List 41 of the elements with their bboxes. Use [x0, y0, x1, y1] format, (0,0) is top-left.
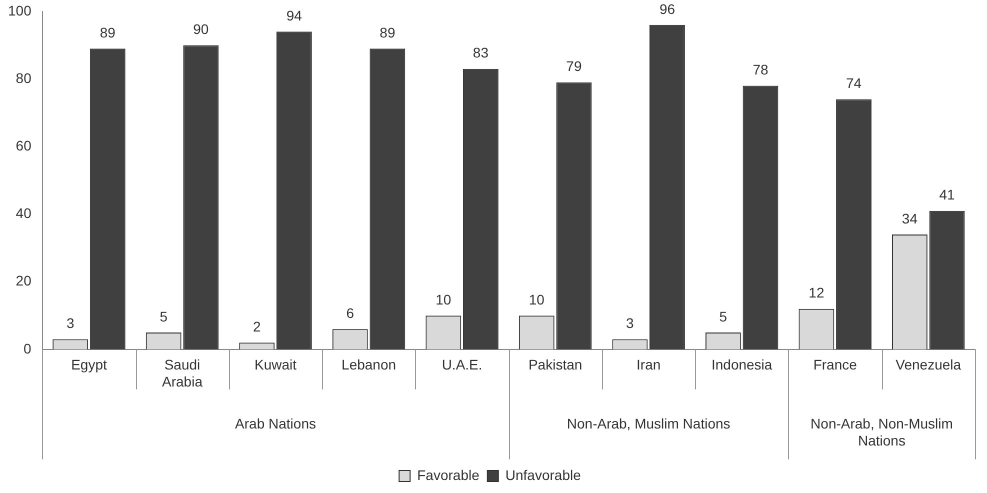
- text: Arab Nations: [235, 415, 316, 432]
- x-tick-label: Egypt: [71, 356, 107, 373]
- data-label: 5: [160, 308, 168, 324]
- data-label: 94: [286, 8, 302, 24]
- data-label: 6: [346, 304, 354, 321]
- data-label: 10: [436, 291, 452, 308]
- data-label: 74: [846, 75, 862, 92]
- data-label: 41: [939, 186, 956, 203]
- legend-label: Favorable: [417, 466, 480, 483]
- y-tick-label: 100: [8, 2, 32, 18]
- data-label: 78: [752, 62, 768, 78]
- data-label: 83: [472, 44, 489, 61]
- text: Non-Arab, Muslim Nations: [566, 415, 730, 432]
- text: Non-Arab, Non-Muslim Nations: [810, 415, 953, 448]
- x-tick-label: France: [813, 356, 858, 373]
- y-tick-label: 40: [16, 205, 32, 222]
- x-tick-label: Saudi Arabia: [162, 356, 203, 390]
- x-tick-label: Kuwait: [254, 356, 297, 373]
- data-label: 34: [902, 210, 918, 226]
- x-tick-label: Lebanon: [342, 356, 396, 373]
- y-tick-label: 80: [16, 70, 32, 86]
- data-label: 3: [626, 315, 634, 332]
- data-label: 5: [719, 308, 728, 324]
- y-tick-label: 20: [16, 272, 32, 289]
- data-label: 89: [380, 24, 396, 40]
- data-label: 3: [66, 315, 74, 332]
- data-label: 10: [528, 291, 545, 308]
- data-label: 2: [252, 318, 261, 334]
- data-label: 12: [808, 284, 824, 301]
- y-tick-label: 0: [24, 340, 32, 356]
- data-label: 96: [659, 0, 676, 17]
- x-tick-label: Venezuela: [896, 356, 962, 373]
- x-tick-label: Indonesia: [711, 356, 772, 373]
- data-label: 90: [193, 21, 209, 38]
- x-tick-label: U.A.E.: [442, 356, 482, 373]
- data-label: 79: [566, 58, 582, 74]
- legend-label: Unfavorable: [505, 466, 582, 483]
- x-tick-label: Pakistan: [528, 356, 582, 373]
- data-label: 89: [100, 24, 116, 40]
- y-tick-label: 60: [16, 137, 32, 154]
- x-tick-label: Iran: [636, 356, 661, 373]
